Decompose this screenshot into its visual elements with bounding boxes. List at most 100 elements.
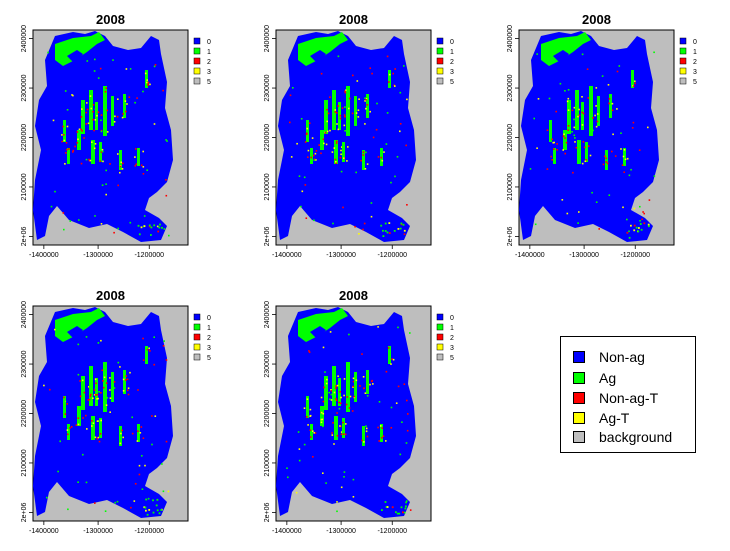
class-pixel (72, 94, 74, 97)
ag-t-pixel (126, 103, 128, 105)
ag-t-pixel (358, 98, 360, 100)
class-pixel (69, 220, 72, 222)
class-pixel (361, 353, 363, 355)
ag-t-pixel (63, 139, 66, 142)
nonag-t-pixel (551, 138, 553, 141)
ag-area (63, 120, 66, 142)
legend-label: 2 (450, 335, 454, 342)
class-pixel (398, 512, 401, 515)
class-pixel (639, 223, 642, 225)
y-tick-label: 2e+06 (264, 502, 271, 522)
nonag-t-pixel (80, 116, 83, 118)
nonag-t-pixel (100, 114, 103, 116)
ag-area (89, 90, 93, 130)
class-pixel (386, 231, 389, 234)
class-pixel (402, 223, 405, 226)
ag-t-pixel (552, 141, 554, 144)
ag-t-pixel (388, 73, 391, 76)
nonag-t-pixel (553, 148, 555, 150)
class-pixel (64, 90, 67, 92)
class-pixel (336, 510, 338, 513)
ag-t-pixel (573, 126, 576, 129)
ag-t-pixel (313, 432, 315, 434)
nonag-t-pixel (391, 358, 393, 360)
legend-label: Non-ag (599, 349, 645, 365)
nonag-t-pixel (322, 138, 325, 141)
x-tick-label: -1300000 (83, 528, 113, 535)
ag-area (91, 416, 95, 440)
nonag-t-pixel (64, 413, 67, 415)
ag-t-pixel (574, 141, 576, 143)
nonag-t-pixel (346, 396, 349, 398)
ag-area (346, 362, 350, 412)
ag-t-pixel (101, 148, 104, 151)
ag-t-pixel (77, 423, 80, 426)
ag-t-pixel (81, 379, 84, 382)
nonag-t-pixel (137, 430, 139, 432)
ag-area (623, 148, 626, 166)
class-pixel (591, 191, 593, 194)
legend-label: 1 (207, 325, 211, 332)
ag-area (298, 308, 348, 342)
class-pixel (325, 482, 327, 484)
ag-t-pixel (306, 127, 309, 130)
ag-t-pixel (105, 404, 108, 406)
ag-t-pixel (345, 423, 347, 425)
x-tick-label: -1400000 (29, 252, 59, 259)
ag-area (310, 148, 313, 164)
nonag-t-pixel (634, 82, 636, 85)
nonag-t-pixel (62, 125, 64, 128)
class-legend-item: Ag-T (573, 410, 629, 426)
ag-area (631, 70, 634, 88)
class-pixel (100, 119, 102, 122)
class-pixel (378, 401, 381, 403)
class-pixel (168, 234, 170, 237)
ag-t-pixel (121, 116, 124, 119)
x-tick-label: -1400000 (272, 252, 302, 259)
class-pixel (405, 501, 407, 504)
nonag-t-pixel (99, 433, 102, 435)
x-tick-label: -1200000 (134, 252, 164, 259)
ag-t-pixel (329, 129, 331, 132)
nonag-t-pixel (87, 399, 90, 401)
legend-swatch (436, 333, 444, 341)
legend-swatch (436, 47, 444, 55)
ag-t-pixel (307, 149, 310, 152)
legend-label: 3 (207, 345, 211, 352)
ag-t-pixel (394, 85, 396, 87)
ag-t-pixel (581, 162, 584, 165)
nonag-t-pixel (335, 387, 337, 390)
class-pixel (124, 385, 126, 387)
legend-label: 0 (693, 39, 697, 46)
class-pixel (117, 361, 120, 364)
ag-t-pixel (122, 378, 125, 381)
class-pixel (573, 118, 575, 121)
legend-label: 2 (207, 59, 211, 66)
class-pixel (55, 327, 57, 330)
nonag-t-pixel (342, 421, 344, 424)
ag-area (342, 142, 345, 162)
class-pixel (106, 397, 109, 399)
class-pixel (156, 498, 159, 501)
ag-t-pixel (355, 379, 358, 382)
legend-label: Ag-T (599, 410, 630, 426)
class-pixel (628, 236, 631, 239)
ag-area (334, 140, 338, 164)
nonag-t-pixel (79, 395, 82, 398)
class-pixel (397, 326, 399, 329)
class-pixel (356, 80, 359, 82)
nonag-t-pixel (92, 118, 94, 121)
nonag-t-pixel (81, 130, 83, 132)
legend-label: 2 (450, 59, 454, 66)
class-pixel (162, 89, 164, 92)
class-pixel (153, 123, 156, 125)
ag-t-pixel (109, 389, 111, 391)
class-pixel (405, 442, 408, 444)
class-pixel (86, 60, 89, 62)
ag-area (145, 70, 148, 88)
ag-t-pixel (312, 430, 314, 432)
class-pixel (161, 463, 163, 465)
class-pixel (152, 499, 154, 502)
class-pixel (647, 223, 650, 226)
class-pixel (50, 205, 53, 208)
